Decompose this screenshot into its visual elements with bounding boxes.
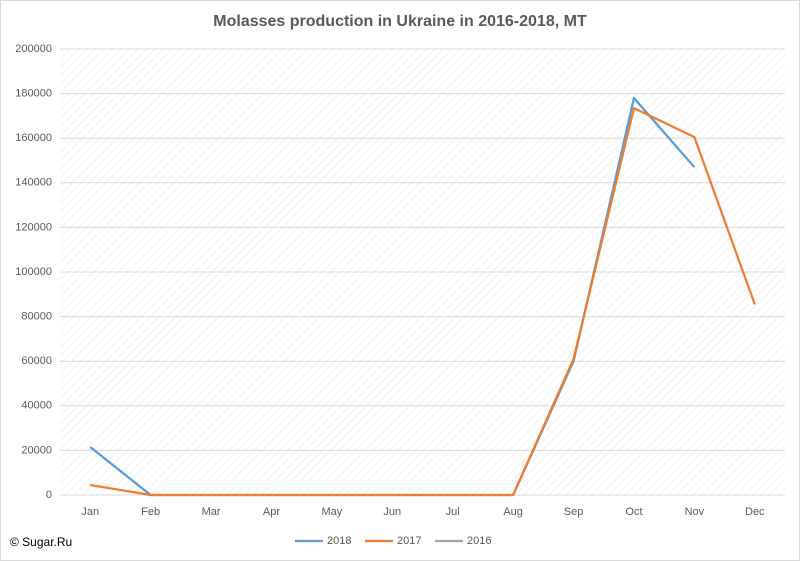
- y-tick-label: 20000: [21, 444, 52, 456]
- x-tick-label: Jun: [383, 506, 401, 518]
- x-tick-label: Apr: [263, 506, 280, 518]
- y-tick-label: 200000: [15, 43, 52, 55]
- y-tick-label: 0: [46, 489, 52, 501]
- y-tick-label: 180000: [15, 88, 52, 100]
- x-tick-label: Dec: [745, 506, 765, 518]
- x-tick-label: May: [321, 506, 342, 518]
- x-tick-label: Aug: [503, 506, 523, 518]
- legend-label: 2016: [467, 535, 491, 547]
- x-tick-label: Mar: [202, 506, 221, 518]
- x-tick-label: Jul: [446, 506, 460, 518]
- x-tick-label: Feb: [141, 506, 160, 518]
- series-line: [90, 106, 756, 497]
- x-tick-label: Sep: [564, 506, 584, 518]
- y-tick-label: 120000: [15, 221, 52, 233]
- y-tick-label: 60000: [21, 355, 52, 367]
- x-tick-label: Jan: [81, 506, 99, 518]
- y-tick-label: 140000: [15, 177, 52, 189]
- legend-label: 2018: [327, 535, 351, 547]
- y-tick-label: 100000: [15, 266, 52, 278]
- legend-label: 2017: [397, 535, 421, 547]
- x-tick-label: Oct: [625, 506, 642, 518]
- y-tick-label: 40000: [21, 400, 52, 412]
- y-tick-label: 160000: [15, 132, 52, 144]
- source: © Sugar.Ru: [10, 535, 72, 549]
- chart-title: Molasses production in Ukraine in 2016-2…: [213, 13, 587, 30]
- x-tick-label: Nov: [685, 506, 705, 518]
- y-tick-label: 80000: [21, 311, 52, 323]
